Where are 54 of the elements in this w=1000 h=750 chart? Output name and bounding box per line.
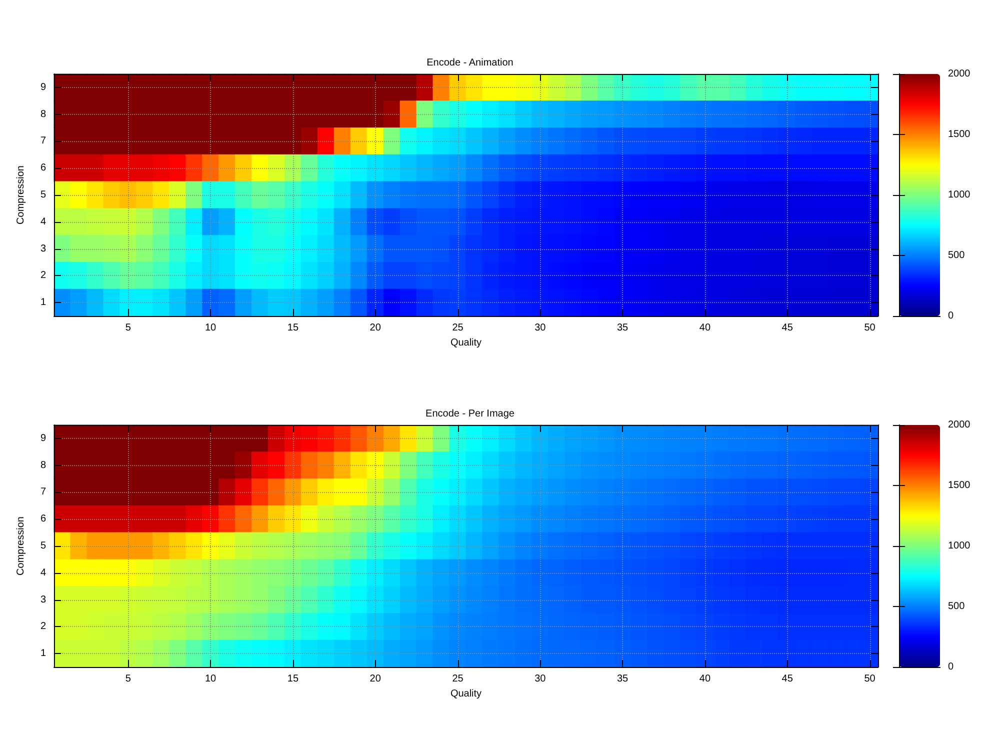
y-tick-label: 6 xyxy=(40,162,46,174)
x-tick-label: 10 xyxy=(204,674,217,684)
color-bar-label: 1000 xyxy=(948,190,971,200)
x-tick-label: 35 xyxy=(616,322,629,334)
y-tick-label: 9 xyxy=(40,432,46,444)
x-tick-label: 15 xyxy=(287,674,299,684)
y-tick-label: 4 xyxy=(40,567,46,578)
color-bar-label: 0 xyxy=(948,310,954,322)
y-tick-label: 3 xyxy=(40,243,46,254)
y-tick-label: 8 xyxy=(40,108,46,120)
x-tick-label: 30 xyxy=(534,674,546,684)
y-tick-label: 8 xyxy=(40,460,46,471)
y-tick-label: 3 xyxy=(40,594,46,606)
y-tick-label: 7 xyxy=(40,486,46,498)
color-bar-label: 500 xyxy=(948,601,966,612)
x-tick-label: 50 xyxy=(864,674,876,684)
x-tick-label: 25 xyxy=(452,674,464,684)
x-tick-label: 30 xyxy=(534,322,546,334)
y-tick-label: 2 xyxy=(40,621,46,632)
chart-title: Encode - Animation xyxy=(426,58,514,68)
x-tick-label: 5 xyxy=(125,674,132,684)
y-axis-title: Compression xyxy=(16,516,26,576)
x-tick-label: 5 xyxy=(125,322,132,334)
x-tick-label: 20 xyxy=(370,322,382,334)
color-bar-label: 0 xyxy=(948,662,954,672)
y-tick-label: 9 xyxy=(40,82,46,93)
y-tick-label: 6 xyxy=(40,514,46,525)
x-axis-title: Quality xyxy=(450,338,482,348)
color-bar-label: 500 xyxy=(948,250,966,261)
x-tick-label: 25 xyxy=(452,322,464,334)
color-bar-label: 2000 xyxy=(948,420,971,430)
x-tick-label: 50 xyxy=(864,322,876,334)
color-bar-label: 1500 xyxy=(948,480,971,491)
color-bar-label: 2000 xyxy=(948,68,971,80)
color-bar-label: 1000 xyxy=(948,540,971,552)
x-tick-label: 40 xyxy=(699,322,711,334)
x-tick-label: 45 xyxy=(782,322,794,334)
x-tick-label: 20 xyxy=(370,674,382,684)
y-tick-label: 7 xyxy=(40,136,46,147)
y-tick-label: 5 xyxy=(40,190,46,200)
x-tick-label: 45 xyxy=(782,674,794,684)
x-tick-label: 15 xyxy=(287,322,299,334)
x-tick-label: 10 xyxy=(204,322,217,334)
color-bar-label: 1500 xyxy=(948,129,971,140)
y-tick-label: 1 xyxy=(40,297,46,308)
x-tick-label: 35 xyxy=(616,674,629,684)
x-axis-title: Quality xyxy=(450,688,482,700)
x-tick-label: 40 xyxy=(699,674,711,684)
chart-title: Encode - Per Image xyxy=(426,408,515,420)
y-tick-label: 1 xyxy=(40,648,46,660)
y-axis-title: Compression xyxy=(16,166,26,224)
y-tick-label: 4 xyxy=(40,216,46,228)
y-tick-label: 5 xyxy=(40,540,46,552)
y-tick-label: 2 xyxy=(40,270,46,282)
